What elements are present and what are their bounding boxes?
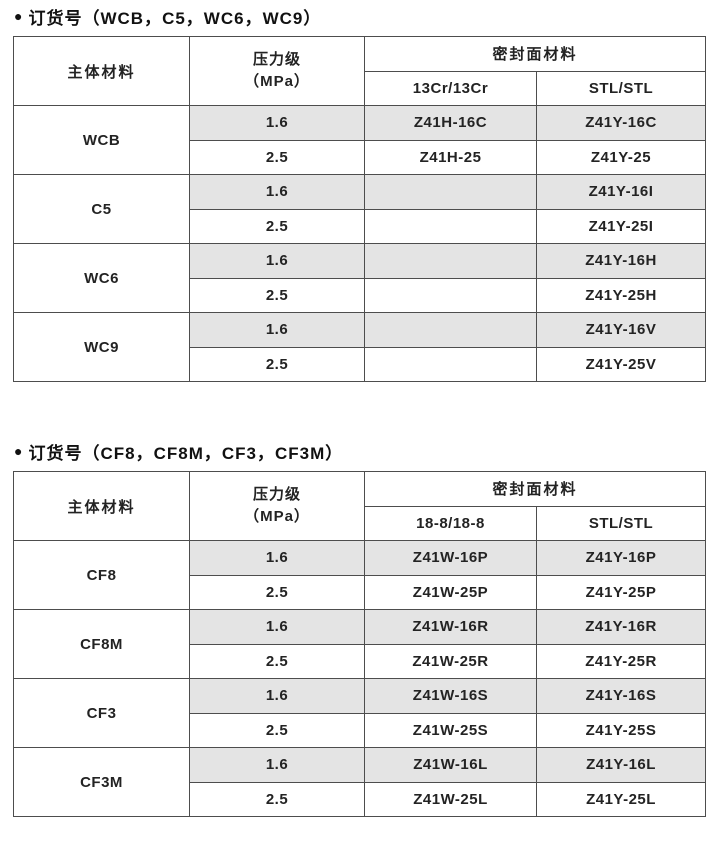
cell-code-13cr — [364, 277, 537, 313]
cell-pressure: 2.5 — [189, 712, 365, 748]
cell-code-13cr — [364, 243, 537, 279]
table-row: CF8M 1.6 Z41W-16R Z41Y-16R — [13, 609, 707, 679]
header-material: 主体材料 — [13, 36, 190, 106]
header-seat-stl: STL/STL — [535, 505, 707, 541]
cell-code-13cr — [364, 346, 537, 382]
table-row: 2.5 Z41W-25R Z41Y-25R — [14, 643, 707, 679]
table-row: 2.5 Z41Y-25H — [14, 277, 707, 313]
catalog-page: ● 订货号（WCB，C5，WC6，WC9） 主体材料 压力级 （MPa） 密封面… — [13, 4, 707, 817]
cell-code-188: Z41W-16S — [364, 678, 537, 714]
header-material: 主体材料 — [13, 471, 190, 541]
cell-material-cf3m: CF3M — [13, 747, 190, 817]
table-row: 2.5 Z41Y-25I — [14, 208, 707, 244]
cell-code-stl: Z41Y-16S — [535, 678, 707, 714]
header-seal-material: 密封面材料 — [363, 471, 707, 507]
cell-pressure: 2.5 — [189, 643, 365, 679]
header-pressure: 压力级 （MPa） — [189, 471, 365, 541]
cell-code-stl: Z41Y-16I — [535, 174, 707, 210]
cell-pressure: 1.6 — [189, 312, 365, 348]
bullet-icon: ● — [14, 443, 24, 459]
cell-code-13cr: Z41H-16C — [364, 105, 537, 141]
header-pressure-line2: （MPa） — [244, 508, 310, 525]
cell-pressure: 2.5 — [189, 574, 365, 610]
header-pressure-line2: （MPa） — [244, 73, 310, 90]
header-pressure-line1: 压力级 — [252, 51, 301, 69]
cell-code-stl: Z41Y-25 — [535, 139, 707, 175]
cell-pressure: 2.5 — [189, 346, 365, 382]
cell-code-188: Z41W-25S — [364, 712, 537, 748]
cell-code-stl: Z41Y-16P — [535, 540, 707, 576]
header-seat-stl: STL/STL — [535, 70, 707, 106]
cell-material-wc9: WC9 — [13, 312, 190, 382]
header-seat-188: 18-8/18-8 — [364, 505, 537, 541]
cell-pressure: 2.5 — [189, 208, 365, 244]
table-row: C5 1.6 Z41Y-16I — [13, 174, 707, 244]
section-title-text: 订货号（WCB，C5，WC6，WC9） — [28, 8, 322, 28]
cell-code-stl: Z41Y-25S — [535, 712, 707, 748]
cell-code-stl: Z41Y-16H — [535, 243, 707, 279]
table-row: 2.5 Z41W-25P Z41Y-25P — [14, 574, 707, 610]
table-row: WC9 1.6 Z41Y-16V — [13, 312, 707, 382]
cell-code-stl: Z41Y-25L — [535, 781, 707, 817]
table-row: CF3 1.6 Z41W-16S Z41Y-16S — [13, 678, 707, 748]
cell-pressure: 1.6 — [189, 105, 365, 141]
table-row: 2.5 Z41H-25 Z41Y-25 — [14, 139, 707, 175]
table-row: CF3M 1.6 Z41W-16L Z41Y-16L — [13, 747, 707, 817]
header-seat-13cr: 13Cr/13Cr — [364, 70, 537, 106]
cell-material-wcb: WCB — [13, 105, 190, 175]
order-table-cf8: 主体材料 压力级 （MPa） 密封面材料 18-8/18-8 STL/STL C… — [13, 471, 707, 817]
cell-material-cf3: CF3 — [13, 678, 190, 748]
cell-code-stl: Z41Y-25I — [535, 208, 707, 244]
section-title-wcb: ● 订货号（WCB，C5，WC6，WC9） — [14, 4, 706, 28]
cell-code-13cr: Z41H-25 — [364, 139, 537, 175]
cell-material-wc6: WC6 — [13, 243, 190, 313]
cell-code-188: Z41W-16P — [364, 540, 537, 576]
table-row: 2.5 Z41Y-25V — [14, 346, 707, 382]
cell-code-stl: Z41Y-25R — [535, 643, 707, 679]
cell-pressure: 2.5 — [189, 781, 365, 817]
cell-material-c5: C5 — [13, 174, 190, 244]
table-row: WC6 1.6 Z41Y-16H — [13, 243, 707, 313]
table-row: CF8 1.6 Z41W-16P Z41Y-16P — [13, 540, 707, 610]
cell-code-13cr — [364, 174, 537, 210]
cell-pressure: 1.6 — [189, 174, 365, 210]
cell-code-188: Z41W-16L — [364, 747, 537, 783]
cell-code-stl: Z41Y-25V — [535, 346, 707, 382]
cell-pressure: 1.6 — [189, 243, 365, 279]
cell-code-188: Z41W-16R — [364, 609, 537, 645]
header-pressure-line1: 压力级 — [252, 486, 301, 504]
table-row: WCB 1.6 Z41H-16C Z41Y-16C — [13, 105, 707, 175]
cell-pressure: 1.6 — [189, 747, 365, 783]
cell-pressure: 2.5 — [189, 139, 365, 175]
cell-pressure: 1.6 — [189, 678, 365, 714]
header-seal-material: 密封面材料 — [363, 36, 707, 72]
table-row: 2.5 Z41W-25S Z41Y-25S — [14, 712, 707, 748]
cell-code-stl: Z41Y-25P — [535, 574, 707, 610]
header-pressure: 压力级 （MPa） — [189, 36, 365, 106]
cell-code-188: Z41W-25P — [364, 574, 537, 610]
cell-code-13cr — [364, 208, 537, 244]
cell-pressure: 1.6 — [189, 609, 365, 645]
cell-code-stl: Z41Y-16V — [535, 312, 707, 348]
cell-pressure: 1.6 — [189, 540, 365, 576]
order-table-wcb: 主体材料 压力级 （MPa） 密封面材料 13Cr/13Cr STL/STL W… — [13, 36, 707, 382]
cell-material-cf8: CF8 — [13, 540, 190, 610]
cell-code-188: Z41W-25L — [364, 781, 537, 817]
cell-pressure: 2.5 — [189, 277, 365, 313]
table-row: 2.5 Z41W-25L Z41Y-25L — [14, 781, 707, 817]
cell-code-stl: Z41Y-25H — [535, 277, 707, 313]
cell-code-stl: Z41Y-16R — [535, 609, 707, 645]
section-title-cf8: ● 订货号（CF8，CF8M，CF3，CF3M） — [14, 439, 706, 463]
cell-code-stl: Z41Y-16C — [535, 105, 707, 141]
cell-code-13cr — [364, 312, 537, 348]
bullet-icon: ● — [14, 8, 24, 24]
section-title-text: 订货号（CF8，CF8M，CF3，CF3M） — [28, 443, 344, 463]
cell-code-188: Z41W-25R — [364, 643, 537, 679]
cell-code-stl: Z41Y-16L — [535, 747, 707, 783]
cell-material-cf8m: CF8M — [13, 609, 190, 679]
